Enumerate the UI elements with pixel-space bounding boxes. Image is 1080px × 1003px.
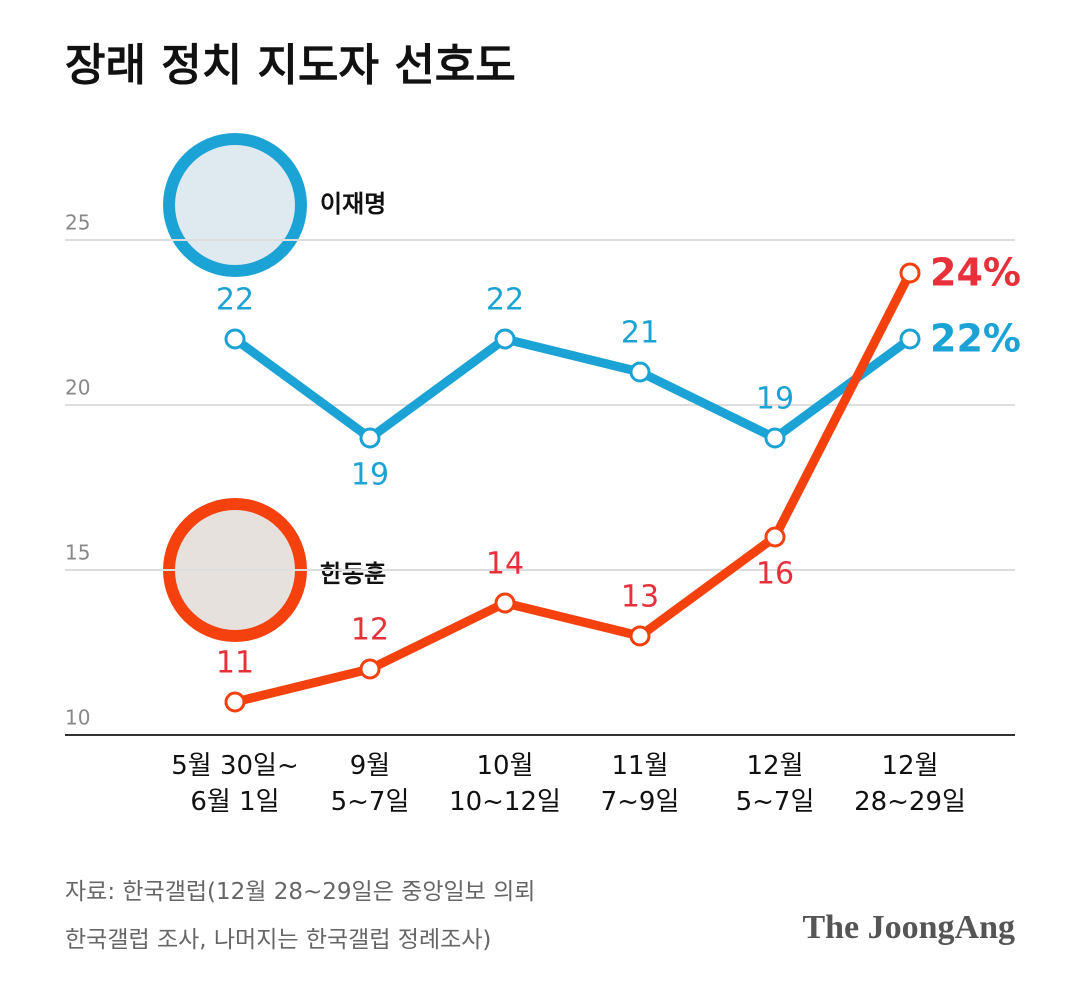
point: [899, 262, 921, 284]
portrait-inner: [175, 145, 295, 265]
point: [629, 625, 651, 647]
data-label: 22%: [930, 317, 1021, 361]
point: [899, 328, 921, 350]
point: [764, 427, 786, 449]
series-line: [233, 270, 915, 707]
data-label: 24%: [930, 251, 1021, 295]
source: 한국갤럽 조사, 나머지는 한국갤럽 정례조사): [65, 927, 492, 953]
x-tick-label: 12월 5~7일: [735, 751, 815, 817]
y-tick-label: 25: [65, 211, 90, 235]
data-label: 14: [486, 547, 524, 582]
x-tick-label: 9월 5~7일: [330, 751, 410, 817]
chart-title: 장래 정치 지도자 선호도: [65, 40, 516, 91]
data-label: 21: [621, 316, 659, 351]
point: [764, 526, 786, 548]
data-label: 16: [756, 557, 794, 592]
series-name: 한동훈: [320, 560, 386, 588]
point: [224, 328, 246, 350]
y-tick-label: 15: [65, 541, 90, 565]
data-label: 12: [351, 613, 389, 648]
point: [494, 592, 516, 614]
series-name: 이재명: [320, 190, 386, 218]
series-line: [232, 334, 913, 443]
data-label: 13: [621, 580, 659, 615]
point: [359, 427, 381, 449]
data-label: 22: [216, 283, 254, 318]
data-label: 22: [486, 283, 524, 318]
point: [629, 361, 651, 383]
x-tick-label: 5월 30일~ 6월 1일: [171, 751, 299, 817]
point: [224, 691, 246, 713]
data-label: 11: [216, 646, 254, 681]
y-tick-label: 10: [65, 706, 90, 730]
source: 자료: 한국갤럽(12월 28~29일은 중앙일보 의뢰: [65, 879, 536, 905]
point: [494, 328, 516, 350]
x-tick-label: 10월 10~12일: [449, 751, 561, 817]
data-label: 19: [351, 458, 389, 493]
x-tick-label: 11월 7~9일: [600, 751, 680, 817]
y-tick-label: 20: [65, 376, 90, 400]
credit: The JoongAng: [802, 909, 1015, 946]
data-label: 19: [756, 382, 794, 417]
x-tick-label: 12월 28~29일: [854, 751, 966, 817]
point: [359, 658, 381, 680]
